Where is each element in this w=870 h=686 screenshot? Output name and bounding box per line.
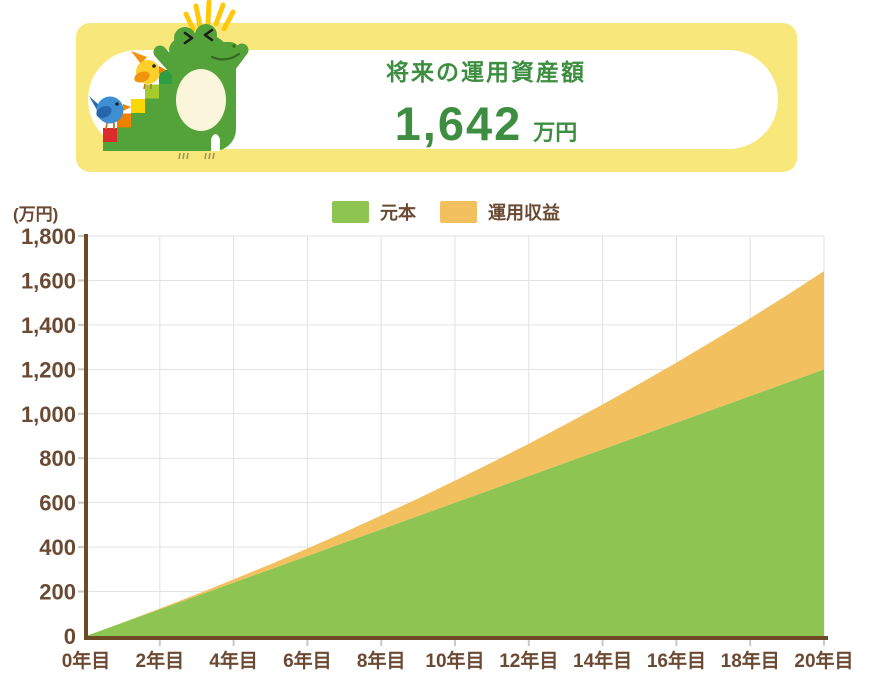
stair-block-lime [145, 84, 159, 99]
mascot-crocodile [89, 0, 249, 160]
y-tick-label: 1,000 [21, 402, 76, 427]
x-tick-label: 6年目 [283, 649, 332, 672]
mascot-nostril [232, 44, 236, 48]
y-tick-label: 600 [39, 491, 76, 516]
result-title: 将来の運用資産額 [386, 59, 586, 85]
x-tick-label: 2年目 [136, 649, 185, 672]
asset-growth-chart: 0 200 400 600 800 1,000 1,200 1,400 1,600 1,800 0年… [0, 224, 870, 686]
legend-swatch-returns [440, 201, 477, 223]
chart-legend: 元本 運用収益 [11, 199, 870, 225]
banner-text: 将来の運用資産額 1,642 万円 [300, 53, 672, 151]
legend-label-returns: 運用収益 [488, 203, 560, 223]
y-tick-label: 1,400 [21, 313, 76, 338]
stair-block-green [159, 70, 173, 84]
x-tick-label: 14年目 [573, 649, 632, 672]
y-axis [84, 234, 88, 640]
y-tick-label: 0 [64, 624, 76, 649]
legend-item-returns: 運用収益 [440, 199, 560, 225]
x-tick-label: 0年目 [62, 649, 111, 672]
x-tick-label: 4年目 [209, 649, 258, 672]
y-tick-label: 200 [39, 580, 76, 605]
result-amount: 1,642 [394, 97, 523, 150]
result-amount-unit: 万円 [533, 120, 578, 145]
y-axis-unit-label: (万円) [13, 205, 59, 224]
y-tick-label: 1,600 [21, 268, 76, 293]
yellow-bird-icon [131, 51, 166, 90]
y-tick-label: 1,200 [21, 357, 76, 382]
legend-label-principal: 元本 [380, 203, 416, 223]
stair-block-yellow [131, 99, 145, 113]
stair-block-red [103, 128, 117, 142]
y-tick-label: 800 [39, 446, 76, 471]
x-tick-label: 8年目 [357, 649, 406, 672]
chart-canvas: 0 200 400 600 800 1,000 1,200 1,400 1,600 1,800 0年… [21, 224, 854, 672]
x-tick-label: 18年目 [721, 649, 780, 672]
x-axis [84, 636, 828, 640]
x-tick-label: 20年目 [794, 649, 853, 672]
mascot-leg-gap [211, 134, 220, 151]
blue-bird-icon [89, 96, 131, 130]
mascot-mouth [210, 52, 241, 61]
result-amount-row: 1,642 万円 [300, 96, 672, 151]
x-tick-label: 12年目 [499, 649, 558, 672]
mascot-closed-eyes-icon [183, 28, 214, 45]
mascot-toe-marks [178, 152, 215, 160]
legend-item-principal: 元本 [332, 199, 416, 225]
x-tick-label: 10年目 [425, 649, 484, 672]
mascot-rays-icon [183, 0, 236, 32]
mascot-head [169, 24, 241, 67]
mascot-belly [176, 69, 226, 131]
legend-swatch-principal [332, 201, 369, 223]
y-tick-label: 1,800 [21, 225, 76, 249]
x-tick-label: 16年目 [647, 649, 706, 672]
y-tick-label: 400 [39, 535, 76, 560]
